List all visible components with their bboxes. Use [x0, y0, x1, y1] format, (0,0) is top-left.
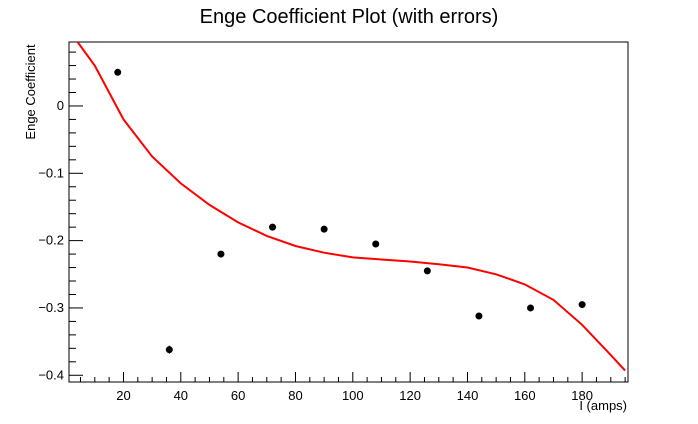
data-point [320, 225, 328, 233]
x-tick-label: 40 [174, 388, 188, 403]
y-tick-label: 0 [57, 98, 64, 113]
y-tick-label: −0.4 [38, 367, 64, 382]
data-point [114, 68, 122, 76]
point-marker [165, 346, 173, 354]
data-point [423, 267, 431, 275]
point-marker [423, 267, 431, 275]
plot-frame [68, 41, 629, 383]
point-marker [527, 304, 535, 312]
x-tick-label: 60 [231, 388, 245, 403]
x-tick-label: 100 [342, 388, 364, 403]
data-point [269, 223, 277, 231]
x-tick-label: 80 [288, 388, 302, 403]
point-marker [372, 240, 380, 248]
x-tick-label: 140 [457, 388, 479, 403]
x-tick-label: 120 [399, 388, 421, 403]
y-axis-label: Enge Coefficient [23, 44, 38, 140]
point-marker [269, 223, 277, 231]
data-point [475, 312, 483, 320]
x-tick-label: 180 [571, 388, 593, 403]
data-point [527, 304, 535, 312]
data-point [578, 301, 586, 309]
data-point [217, 250, 225, 258]
point-marker [320, 225, 328, 233]
point-marker [475, 312, 483, 320]
fit-curve [76, 42, 626, 372]
point-marker [114, 68, 122, 76]
data-point [165, 345, 173, 354]
point-marker [578, 301, 586, 309]
chart-title: Enge Coefficient Plot (with errors) [200, 6, 499, 28]
x-tick-label: 20 [116, 388, 130, 403]
data-point [372, 240, 380, 248]
x-axis-label: I (amps) [579, 398, 627, 413]
x-tick-label: 160 [514, 388, 536, 403]
y-tick-label: −0.1 [38, 165, 64, 180]
y-tick-label: −0.3 [38, 300, 64, 315]
y-tick-label: −0.2 [38, 233, 64, 248]
point-marker [217, 250, 225, 258]
